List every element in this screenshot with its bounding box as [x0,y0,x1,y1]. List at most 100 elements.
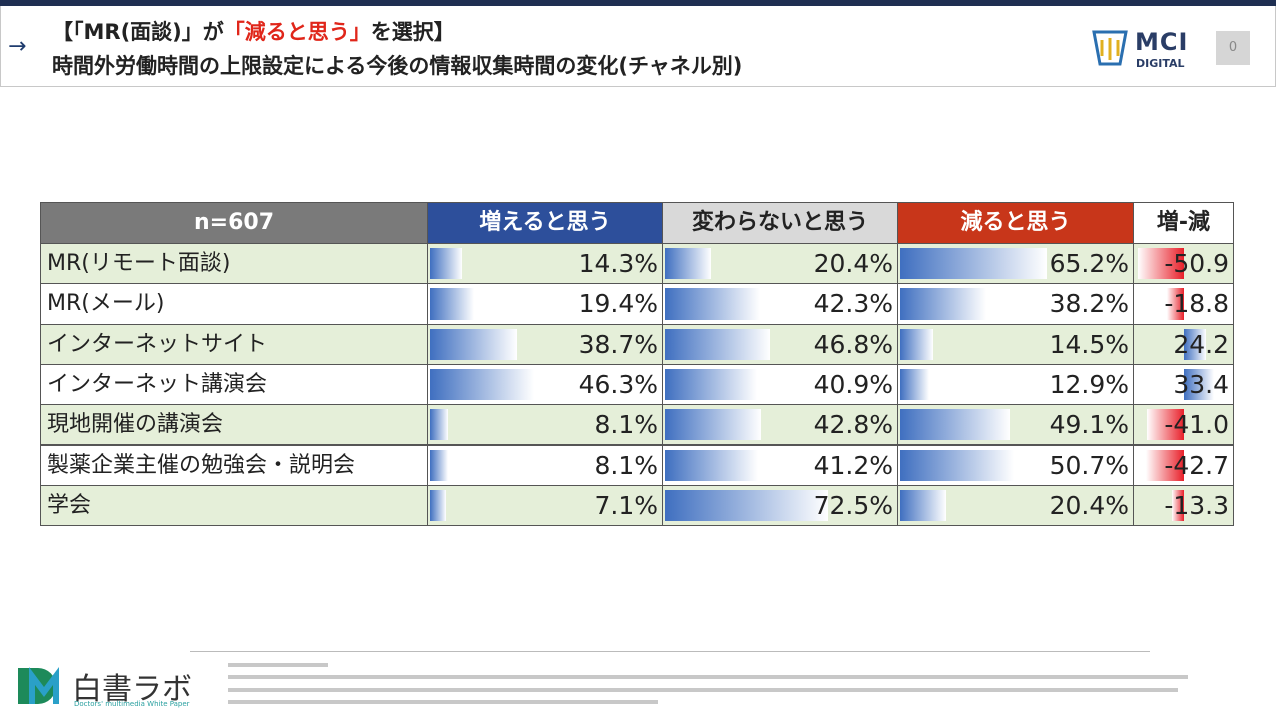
page-number: 0 [1216,31,1250,65]
value-cell: -18.8 [1133,283,1234,325]
value-cell: 20.4% [662,243,898,285]
value-cell: 20.4% [897,484,1134,527]
value-cell: -13.3 [1133,484,1234,527]
data-bar [900,288,986,320]
value-label: 50.7% [1049,450,1129,480]
column-header: 増えると思う [427,202,663,244]
value-cell: 7.1% [427,484,663,527]
data-bar [665,489,829,522]
value-cell: 38.7% [427,323,663,365]
row-label: 現地開催の講演会 [40,404,428,446]
value-label: 7.1% [594,490,658,520]
brand: MCI [1135,28,1189,56]
value-cell: 8.1% [427,404,663,446]
value-label: 20.4% [1049,490,1129,520]
data-bar [1184,368,1215,401]
footnote [228,688,1178,692]
data-bar [1172,489,1184,522]
data-bar [1147,409,1184,441]
value-cell: 33.4 [1133,363,1234,406]
row-label: インターネットサイト [40,323,428,365]
value-label: -13.3 [1164,490,1229,520]
value-label: 8.1% [594,410,658,440]
data-bar [665,248,711,280]
title: 【「MR(面談)」が「減ると思う」を選択】 [52,16,455,46]
data-bar [430,368,535,401]
column-header: 変わらないと思う [662,202,898,244]
row-label: 製薬企業主催の勉強会・説明会 [40,444,428,486]
value-label: 42.8% [813,410,893,440]
top-bar [0,0,1276,6]
data-bar [900,328,933,360]
value-label: 42.3% [813,289,893,319]
row-label: インターネット講演会 [40,363,428,406]
data-bar [665,368,758,401]
value-cell: 65.2% [897,243,1134,285]
value-cell: 42.3% [662,283,898,325]
value-label: -41.0 [1164,410,1229,440]
value-label: 19.4% [578,289,658,319]
divider [190,651,1150,652]
value-cell: 24.2 [1133,323,1234,365]
data-bar [430,489,446,522]
header [0,6,1276,87]
footer-logo-sub: Doctors' multimedia White Paper [74,700,190,708]
footnote [228,675,1188,679]
data-bar [430,248,463,280]
value-cell: 14.3% [427,243,663,285]
data-bar [900,368,930,401]
value-cell: 40.9% [662,363,898,406]
value-label: 40.9% [813,369,893,399]
value-cell: 46.8% [662,323,898,365]
value-label: 38.2% [1049,289,1129,319]
value-label: 65.2% [1049,249,1129,278]
brand-icon [1092,30,1128,66]
footer-logo-icon [18,667,59,704]
value-label: -50.9 [1164,249,1229,278]
data-bar [1184,328,1206,360]
value-cell: 50.7% [897,444,1134,486]
value-cell: 14.5% [897,323,1134,365]
value-cell: 72.5% [662,484,898,527]
title-highlight: 「減ると思う」 [223,20,371,44]
value-label: 49.1% [1049,410,1129,440]
value-cell: -42.7 [1133,444,1234,486]
value-cell: 41.2% [662,444,898,486]
value-label: 46.8% [813,329,893,359]
value-label: 14.5% [1049,329,1129,359]
data-bar [900,449,1015,481]
value-cell: 42.8% [662,404,898,446]
value-cell: 19.4% [427,283,663,325]
data-bar [1167,288,1184,320]
row-label: MR(リモート面談) [40,243,428,285]
value-cell: 8.1% [427,444,663,486]
column-header: n=607 [40,202,428,244]
value-label: 46.3% [578,369,658,399]
value-label: 72.5% [813,490,893,520]
data-bar [430,328,518,360]
value-label: 20.4% [813,249,893,278]
value-cell: 49.1% [897,404,1134,446]
data-bar [900,409,1011,441]
brand-sub: DIGITAL [1136,57,1185,70]
value-cell: 12.9% [897,363,1134,406]
value-cell: -41.0 [1133,404,1234,446]
value-label: 41.2% [813,450,893,480]
arrow-icon: → [8,34,27,59]
row-label: MR(メール) [40,283,428,325]
value-cell: 38.2% [897,283,1134,325]
data-bar [1145,449,1184,481]
data-bar [665,449,758,481]
footnote [228,700,658,704]
value-label: 12.9% [1049,369,1129,399]
value-label: 14.3% [578,249,658,278]
value-label: 24.2 [1173,329,1229,359]
column-header: 増-減 [1133,202,1234,244]
data-bar [430,449,449,481]
data-bar [430,409,449,441]
data-bar [665,409,762,441]
value-cell: 46.3% [427,363,663,406]
data-bar [665,328,771,360]
value-label: 38.7% [578,329,658,359]
